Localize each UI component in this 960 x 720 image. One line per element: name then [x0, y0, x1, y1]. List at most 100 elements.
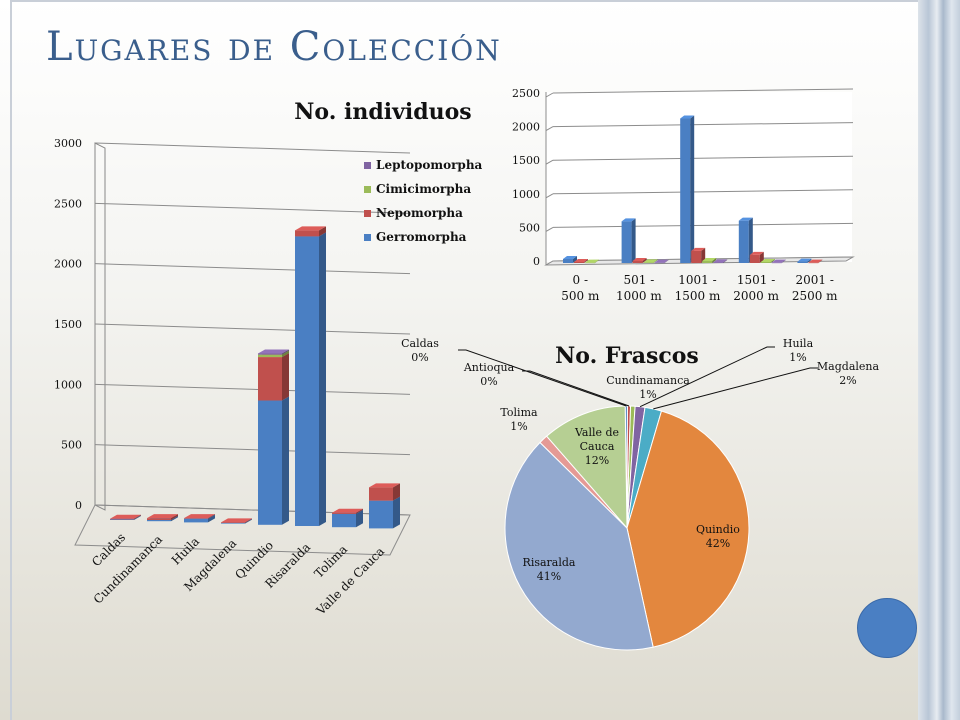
chart3-leader-line [639, 346, 775, 408]
chart3-slice-percent: 1% [510, 420, 527, 433]
chart1-bar-6-1-side [356, 508, 363, 514]
chart3-slice-percent: 12% [585, 454, 609, 467]
chart1-bar-0-1-top [110, 514, 141, 519]
chart2-ytick-label: 2500 [512, 87, 540, 100]
chart2-gridline [552, 88, 854, 94]
chart1-title: No. individuos [294, 99, 471, 125]
chart2-plot-background [546, 92, 852, 262]
chart2-bar-4-1-top [808, 259, 823, 263]
chart1-bar-4-2-front [258, 354, 282, 358]
chart1-legend: Leptopomorpha Cimicimorpha Nepomorpha Gerro… [364, 158, 483, 244]
chart2-bar-0-1-side [584, 258, 588, 263]
chart1-bar-5-1-side [319, 226, 326, 237]
chart3-slice-6 [504, 441, 654, 651]
chart3-slice-percent: 42% [706, 537, 730, 550]
chart1-bar-3-1-front [221, 522, 245, 523]
chart2-bar-1-1 [632, 257, 647, 263]
chart2-bar-1-1-front [632, 260, 643, 263]
chart1-bar-1-1 [147, 514, 178, 520]
chart1-bar-4-2-side [282, 350, 289, 358]
chart1-bar-5-1-front [295, 230, 319, 237]
chart1-legend-swatch [364, 162, 371, 169]
chart1-bar-0-0-front [110, 519, 134, 520]
chart1-bar-1-1-side [171, 514, 178, 520]
chart2-bar-1-1-top [632, 257, 647, 261]
chart2-bar-2-1-side [701, 247, 706, 263]
chart1-bar-7-1-side [393, 483, 400, 501]
chart2-gridline-edge [545, 126, 554, 132]
chart2-bar-0-1-top [574, 258, 588, 262]
chart3-slice-label: Caldas [401, 337, 439, 350]
chart2-bar-3-1 [749, 251, 764, 263]
chart3-title: No. Frascos [555, 343, 699, 369]
chart1-bar-3-1 [221, 518, 252, 523]
chart2-bar-4-1-front [808, 262, 819, 264]
chart2-gridline [552, 122, 854, 128]
chart1-bar-0-1-front [110, 518, 134, 520]
chart2-bar-1-0-top [621, 218, 636, 222]
chart2-bar-3-3-top [771, 259, 786, 263]
decorative-circle [857, 598, 917, 658]
chart3-slice-percent: 1% [639, 388, 656, 401]
chart2-gridline-edge [545, 193, 554, 199]
chart2-gridline [552, 189, 854, 195]
chart1-bar-2-1-front [184, 518, 208, 519]
chart1-gridline [94, 202, 411, 214]
chart1-bar-0-1 [110, 514, 141, 520]
chart2-bar-3-0 [738, 217, 753, 263]
chart1-bar-6-1-top [332, 508, 363, 513]
chart3-slice-label: Risaralda [523, 556, 576, 569]
chart2-bar-4-0-side [807, 258, 812, 263]
chart2-bar-0-0 [563, 255, 577, 263]
chart1-gridline [94, 142, 411, 154]
chart1-bar-7-1-front [369, 487, 393, 501]
chart3-leader-line [522, 370, 630, 407]
chart1-bar-7-0-front [369, 500, 393, 529]
chart1-legend-swatch [364, 210, 371, 217]
chart2-bar-1-2-side [653, 259, 658, 263]
chart2-bar-2-1 [691, 247, 706, 263]
chart3-slice-8 [545, 405, 628, 530]
chart2-gridline-edge [545, 226, 554, 232]
chart1-bar-4-0-side [282, 396, 289, 525]
chart3-slice-label: Huila [783, 337, 814, 350]
chart2-category-label: 1001 -1500 m [675, 273, 721, 303]
chart2-bar-1-3 [654, 259, 669, 264]
chart1-gridline [94, 263, 411, 275]
chart2-bar-2-0-side [690, 115, 695, 264]
chart1-legend-label: Nepomorpha [376, 206, 463, 220]
chart2-bar-0-2-side [595, 259, 599, 263]
chart2-bar-0-0-top [563, 255, 577, 259]
chart2-bar-1-0-side [631, 218, 636, 263]
chart2-bar-2-3 [713, 259, 728, 263]
chart2-bar-3-3-side [781, 259, 786, 263]
chart2-gridline-edge [545, 92, 554, 98]
chart1-bar-6-0-side [356, 509, 363, 528]
chart2-bar-3-1-top [749, 251, 764, 255]
chart1-bar-4-0-front [258, 400, 282, 525]
chart3-slice-label: Valle de Cauca [574, 426, 619, 453]
chart1-bar-4-1-side [282, 353, 289, 401]
chart2-bar-1-0-front [621, 221, 632, 263]
chart2-bar-0-0-front [563, 258, 573, 263]
chart3-slice-5 [626, 410, 750, 648]
chart2-bar-0-1 [574, 258, 588, 263]
chart1-gridline [94, 323, 411, 335]
chart1-bar-4-3-side [282, 349, 289, 355]
chart2-bar-2-1-front [691, 250, 702, 263]
chart1-bar-1-0-side [171, 515, 178, 522]
chart2-bar-2-3-top [713, 259, 728, 263]
chart2-bar-2-2-top [702, 257, 717, 261]
chart2-bar-1-2 [643, 259, 658, 263]
chart2-bar-1-2-top [643, 259, 658, 263]
chart2-bar-1-2-front [643, 262, 654, 263]
chart2-bar-2-0 [680, 115, 695, 264]
chart1-bar-2-1-top [184, 514, 215, 519]
chart1-bar-4-3 [258, 349, 289, 355]
chart2-bar-3-0-top [738, 217, 753, 221]
chart2-ytick-label: 1500 [512, 154, 540, 167]
chart1-ytick-label: 3000 [54, 137, 82, 150]
chart1-bar-3-0-front [221, 522, 245, 524]
chart1-bar-2-1-side [208, 514, 215, 519]
